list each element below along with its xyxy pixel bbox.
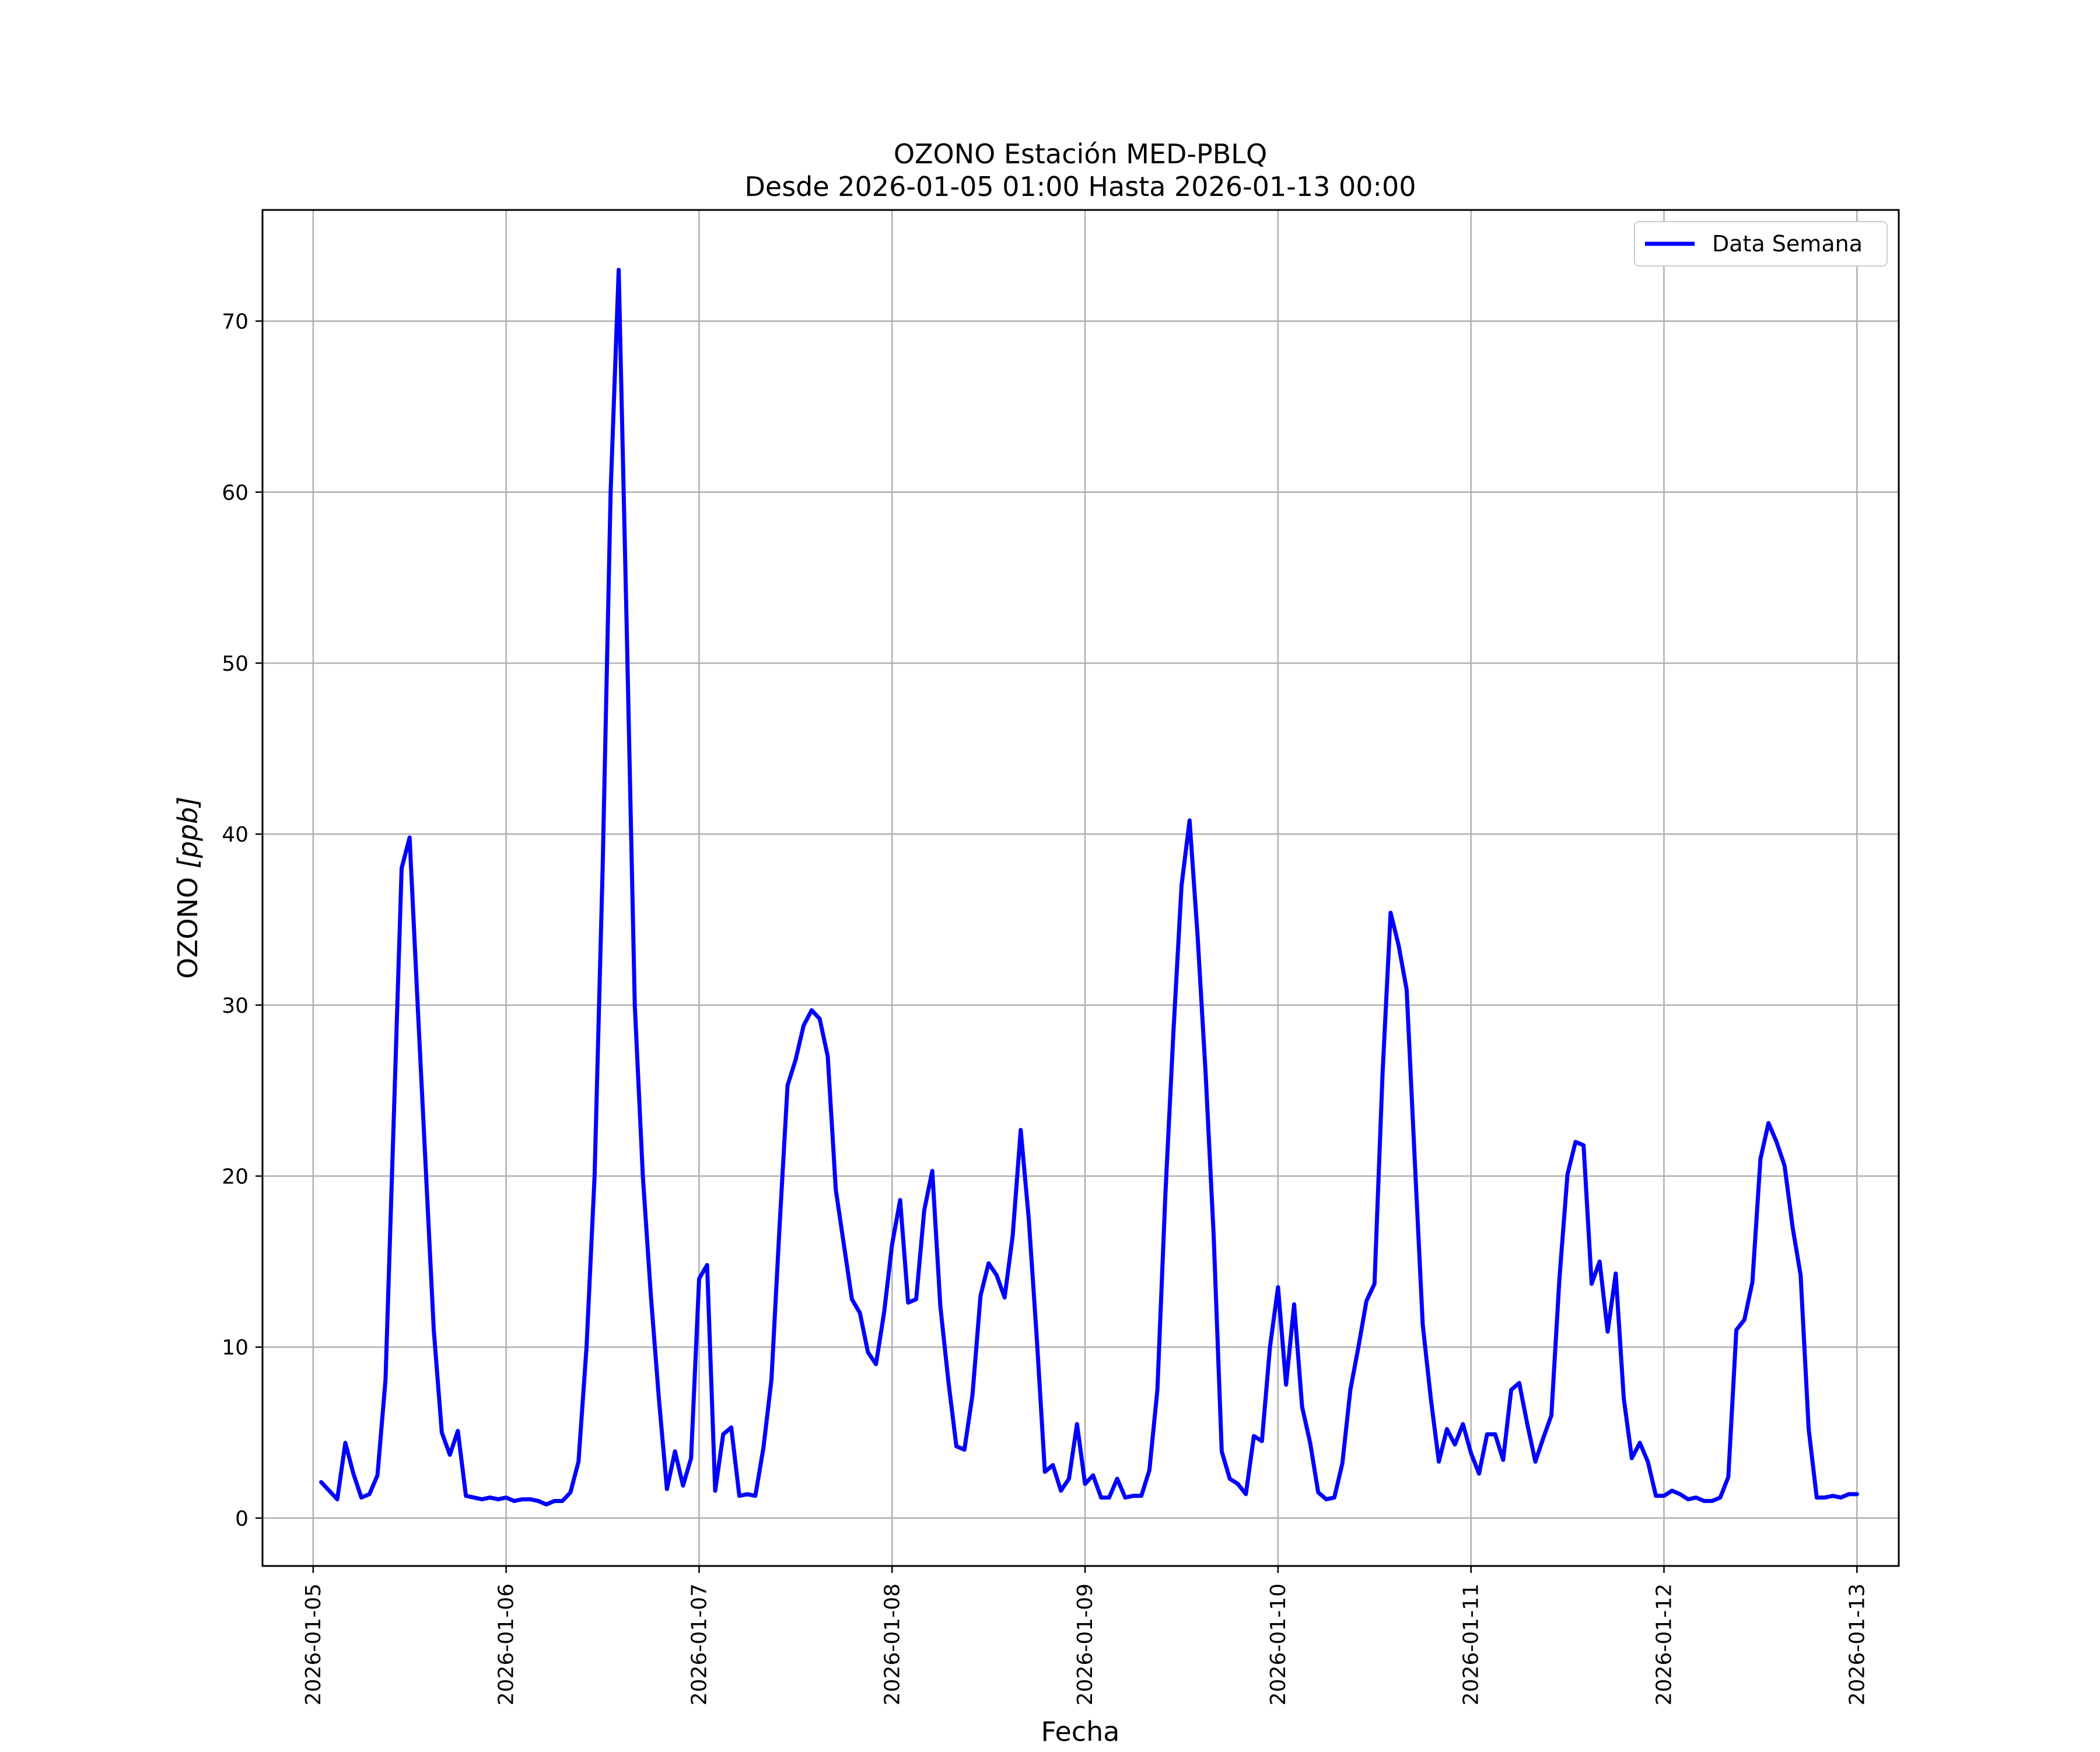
x-tick-label: 2026-01-10 xyxy=(1266,1583,1290,1705)
series-layer xyxy=(319,268,1859,1506)
x-tick-label: 2026-01-11 xyxy=(1460,1583,1483,1705)
plot-area-frame xyxy=(261,209,1900,1567)
y-tick-label: 30 xyxy=(222,994,249,1018)
series-line-data-semana xyxy=(319,268,1859,1506)
y-tick-label: 40 xyxy=(222,823,249,847)
y-tick-label: 60 xyxy=(222,481,249,505)
x-tick-label: 2026-01-12 xyxy=(1653,1583,1676,1705)
legend: Data Semana xyxy=(1634,221,1888,267)
x-axis-ticks: 2026-01-05 2026-01-06 2026-01-07 2026-01-08… xyxy=(302,1566,1869,1705)
legend-box xyxy=(1634,221,1888,267)
y-tick-label: 0 xyxy=(235,1507,249,1531)
y-axis-label-unit: [ppb] xyxy=(172,797,204,869)
x-tick-label: 2026-01-06 xyxy=(495,1583,519,1705)
x-tick-label: 2026-01-05 xyxy=(302,1583,326,1705)
y-tick-label: 70 xyxy=(222,310,249,334)
x-tick-label: 2026-01-07 xyxy=(687,1583,711,1705)
chart-title: OZONO Estación MED-PBLQ xyxy=(894,138,1267,170)
y-axis-label-main: OZONO xyxy=(172,868,204,979)
y-tick-label: 10 xyxy=(222,1336,249,1360)
y-axis-label: OZONO [ppb] xyxy=(172,797,204,979)
x-tick-label: 2026-01-09 xyxy=(1073,1583,1097,1705)
x-tick-label: 2026-01-08 xyxy=(880,1583,904,1705)
y-axis-ticks: 0 10 20 30 40 50 60 70 xyxy=(222,310,262,1531)
x-axis-label: Fecha xyxy=(1041,1716,1120,1747)
chart-subtitle: Desde 2026-01-05 01:00 Hasta 2026-01-13 … xyxy=(744,171,1416,202)
grid-lines xyxy=(262,210,1899,1566)
y-tick-label: 50 xyxy=(222,652,249,676)
x-tick-label: 2026-01-13 xyxy=(1845,1583,1869,1705)
legend-label-data-semana: Data Semana xyxy=(1712,231,1863,257)
y-tick-label: 20 xyxy=(222,1165,249,1189)
